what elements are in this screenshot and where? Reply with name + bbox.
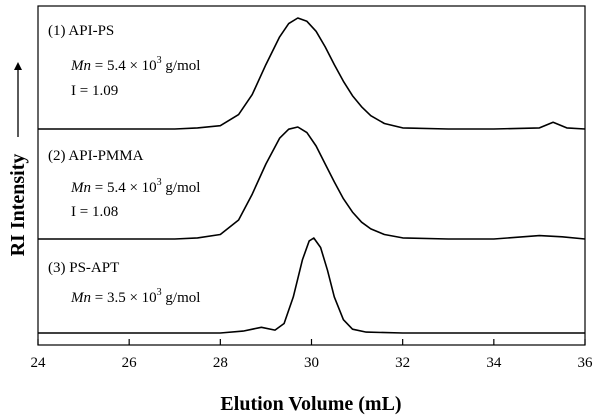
x-tick-label-32: 32 xyxy=(395,355,410,371)
y-axis-title: RI Intensity xyxy=(7,154,29,257)
series-3-curve xyxy=(38,237,585,334)
series-2-mn-symbol: Mn xyxy=(70,180,91,196)
series-1-mn-exp: 3 xyxy=(157,55,162,66)
x-axis-ticks: 24 26 28 30 32 34 36 xyxy=(31,339,594,371)
series-1-mn-value: = 5.4 × 10 xyxy=(91,58,157,74)
x-axis-title: Elution Volume (mL) xyxy=(220,393,401,415)
x-tick-label-36: 36 xyxy=(578,355,594,371)
series-2-label: (2) API-PMMA xyxy=(48,148,144,164)
series-3-mn-value: = 3.5 × 10 xyxy=(91,290,157,306)
series-3-mn: Mn = 3.5 × 103 g/mol xyxy=(70,287,200,306)
y-axis-title-group: RI Intensity xyxy=(7,62,29,256)
series-1-mn-symbol: Mn xyxy=(70,58,91,74)
series-3-label: (3) PS-APT xyxy=(48,260,119,276)
x-tick-label-34: 34 xyxy=(486,355,502,371)
series-3-mn-unit: g/mol xyxy=(162,290,201,306)
series-2-mn-exp: 3 xyxy=(157,177,162,188)
series-2-mn-value: = 5.4 × 10 xyxy=(91,180,157,196)
series-2-dispersity: I = 1.08 xyxy=(71,204,118,220)
x-tick-label-30: 30 xyxy=(304,355,319,371)
y-axis-arrow-head xyxy=(14,62,22,70)
series-1-label: (1) API-PS xyxy=(48,23,114,39)
series-2-curve xyxy=(38,126,586,240)
series-3-mn-symbol: Mn xyxy=(70,290,91,306)
series-2-mn-unit: g/mol xyxy=(162,180,201,196)
x-tick-label-24: 24 xyxy=(31,355,47,371)
x-tick-label-28: 28 xyxy=(213,355,228,371)
series-3-mn-exp: 3 xyxy=(157,287,162,298)
series-1-mn-unit: g/mol xyxy=(162,58,201,74)
series-1-dispersity: I = 1.09 xyxy=(71,83,118,99)
series-1-mn: Mn = 5.4 × 103 g/mol xyxy=(70,55,200,74)
series-curves xyxy=(38,17,586,334)
x-tick-label-26: 26 xyxy=(122,355,138,371)
series-annotations: (1) API-PS Mn = 5.4 × 103 g/mol I = 1.09… xyxy=(48,23,200,306)
series-2-mn: Mn = 5.4 × 103 g/mol xyxy=(70,177,200,196)
series-1-curve xyxy=(38,17,586,130)
